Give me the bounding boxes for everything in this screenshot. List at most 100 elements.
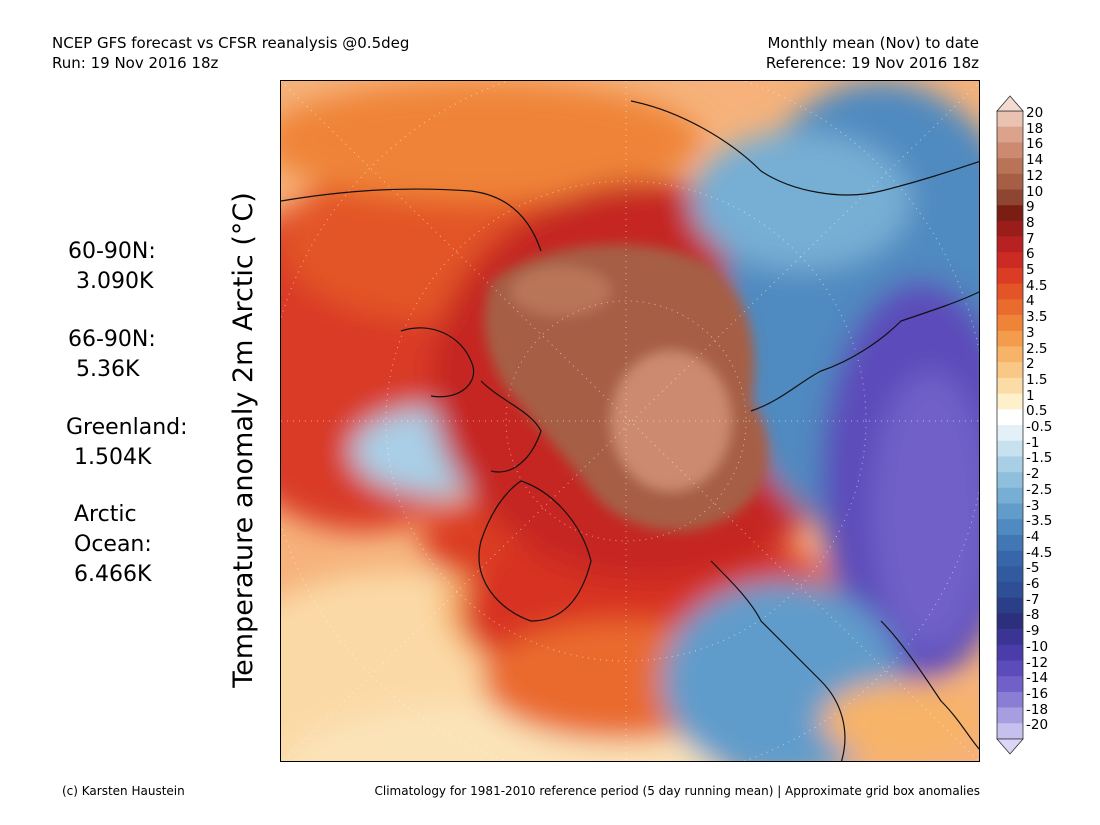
reference-time: Reference: 19 Nov 2016 18z bbox=[765, 54, 979, 72]
colorbar-segment bbox=[997, 503, 1023, 520]
colorbar-segment bbox=[997, 597, 1023, 614]
colorbar-top-arrow bbox=[996, 95, 1024, 112]
colorbar-segment bbox=[997, 142, 1023, 159]
colorbar-tick-label: -1 bbox=[1026, 434, 1040, 451]
stat-label: 66-90N: bbox=[68, 327, 156, 352]
colorbar-segment bbox=[997, 582, 1023, 598]
colorbar-tick-label: -2 bbox=[1026, 466, 1040, 483]
colorbar-segment bbox=[997, 283, 1023, 300]
colorbar-segment bbox=[997, 377, 1023, 394]
colorbar-segment bbox=[997, 315, 1023, 332]
colorbar-tick-label: 16 bbox=[1026, 136, 1044, 153]
arctic-map-graphic bbox=[281, 81, 979, 761]
colorbar-segment bbox=[997, 723, 1023, 740]
stat-label: 60-90N: bbox=[68, 239, 156, 264]
colorbar-segment bbox=[997, 440, 1023, 457]
colorbar-tick-label: 10 bbox=[1026, 183, 1044, 200]
colorbar-tick-label: 1 bbox=[1026, 387, 1035, 404]
header-left: NCEP GFS forecast vs CFSR reanalysis @0.… bbox=[52, 33, 409, 73]
colorbar-segment bbox=[997, 487, 1023, 504]
colorbar bbox=[996, 95, 1024, 755]
colorbar-segment bbox=[997, 189, 1023, 206]
colorbar-segments bbox=[996, 110, 1024, 740]
colorbar-tick-label: -3.5 bbox=[1026, 513, 1053, 530]
stat-60-90n: 60-90N: 3.090K bbox=[68, 237, 156, 297]
credit: (c) Karsten Haustein bbox=[62, 784, 185, 798]
colorbar-tick-label: 8 bbox=[1026, 214, 1035, 231]
colorbar-segment bbox=[997, 660, 1023, 677]
stat-label: Arctic bbox=[74, 502, 137, 527]
colorbar-segment bbox=[997, 613, 1023, 630]
colorbar-segment bbox=[997, 644, 1023, 661]
colorbar-segment bbox=[997, 330, 1023, 347]
colorbar-segment bbox=[997, 566, 1023, 583]
colorbar-segment bbox=[997, 252, 1023, 269]
colorbar-segment bbox=[997, 236, 1023, 253]
colorbar-segment bbox=[997, 550, 1023, 567]
stat-value: 5.36K bbox=[76, 357, 140, 382]
colorbar-segment bbox=[997, 676, 1023, 693]
colorbar-segment bbox=[997, 691, 1023, 708]
colorbar-segment bbox=[997, 220, 1023, 237]
colorbar-tick-label: -8 bbox=[1026, 607, 1040, 624]
colorbar-segment bbox=[997, 425, 1023, 441]
colorbar-tick-label: -2.5 bbox=[1026, 481, 1053, 498]
colorbar-tick-label: -18 bbox=[1026, 701, 1049, 718]
colorbar-segment bbox=[997, 393, 1023, 410]
stat-66-90n: 66-90N: 5.36K bbox=[68, 325, 156, 385]
colorbar-segment bbox=[997, 205, 1023, 222]
stat-value: 6.466K bbox=[74, 562, 152, 587]
stat-value: 3.090K bbox=[76, 269, 154, 294]
colorbar-segment bbox=[997, 299, 1023, 316]
model-title: NCEP GFS forecast vs CFSR reanalysis @0.… bbox=[52, 34, 410, 52]
colorbar-tick-label: -4 bbox=[1026, 528, 1040, 545]
colorbar-tick-label: 1.5 bbox=[1026, 371, 1048, 388]
colorbar-tick-label: -10 bbox=[1026, 638, 1049, 655]
stat-label-2: Ocean: bbox=[74, 532, 152, 557]
anomaly-map bbox=[280, 80, 980, 762]
colorbar-segment bbox=[997, 629, 1023, 646]
stat-greenland: Greenland: 1.504K bbox=[66, 413, 188, 473]
colorbar-tick-label: 6 bbox=[1026, 246, 1035, 263]
coastlines bbox=[281, 100, 979, 761]
stat-arctic-ocean: Arctic Ocean: 6.466K bbox=[74, 500, 152, 590]
stat-label: Greenland: bbox=[66, 415, 188, 440]
climatology-note: Climatology for 1981-2010 reference peri… bbox=[374, 784, 981, 798]
colorbar-segment bbox=[997, 707, 1023, 724]
colorbar-tick-label: -16 bbox=[1026, 685, 1049, 702]
colorbar-tick-label: 18 bbox=[1026, 120, 1044, 137]
colorbar-tick-label: -9 bbox=[1026, 623, 1040, 640]
colorbar-tick-label: 12 bbox=[1026, 167, 1044, 184]
colorbar-tick-label: -5 bbox=[1026, 560, 1040, 577]
colorbar-tick-label: 3 bbox=[1026, 324, 1035, 341]
colorbar-tick-label: 2 bbox=[1026, 356, 1035, 373]
colorbar-tick-label: 4 bbox=[1026, 293, 1035, 310]
stat-value: 1.504K bbox=[74, 445, 152, 470]
colorbar-segment bbox=[997, 111, 1023, 127]
colorbar-bottom-arrow bbox=[996, 738, 1024, 755]
colorbar-segment bbox=[997, 173, 1023, 190]
colorbar-tick-label: -6 bbox=[1026, 576, 1040, 592]
colorbar-tick-label: -3 bbox=[1026, 497, 1040, 514]
colorbar-segment bbox=[997, 346, 1023, 363]
colorbar-tick-label: 20 bbox=[1026, 105, 1044, 121]
colorbar-tick-label: 4.5 bbox=[1026, 277, 1048, 294]
colorbar-tick-label: 7 bbox=[1026, 230, 1035, 247]
colorbar-tick-label: 5 bbox=[1026, 262, 1035, 278]
graticule bbox=[281, 81, 979, 761]
colorbar-tick-label: 9 bbox=[1026, 199, 1035, 216]
colorbar-tick-label: -0.5 bbox=[1026, 419, 1053, 435]
header-right: Monthly mean (Nov) to date Reference: 19… bbox=[766, 33, 979, 73]
colorbar-tick-label: -20 bbox=[1026, 717, 1049, 734]
period-title: Monthly mean (Nov) to date bbox=[767, 34, 979, 52]
colorbar-tick-label: -12 bbox=[1026, 654, 1049, 671]
colorbar-segment bbox=[997, 519, 1023, 536]
colorbar-segment bbox=[997, 126, 1023, 143]
colorbar-segment bbox=[997, 534, 1023, 551]
colorbar-tick-label: -4.5 bbox=[1026, 544, 1053, 561]
colorbar-segment bbox=[997, 268, 1023, 284]
colorbar-tick-label: 3.5 bbox=[1026, 309, 1048, 326]
colorbar-segment bbox=[997, 409, 1023, 426]
colorbar-tick-label: -14 bbox=[1026, 670, 1049, 687]
colorbar-segment bbox=[997, 362, 1023, 379]
